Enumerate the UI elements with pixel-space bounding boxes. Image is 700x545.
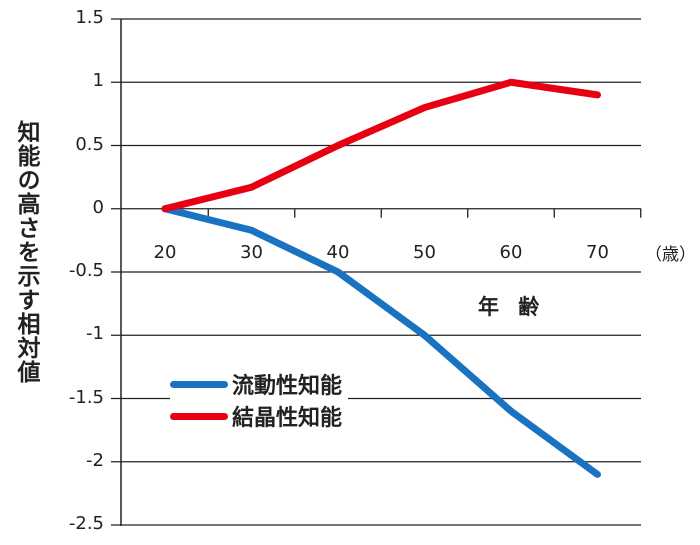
x-tick-label: 70: [586, 242, 609, 263]
series-line-fluid: [161, 205, 601, 478]
x-tick-label: 20: [153, 242, 177, 263]
legend-item-crystallized: 結晶性知能: [170, 400, 349, 432]
series-lines: [161, 78, 601, 478]
legend-item-fluid: 流動性知能: [170, 368, 349, 400]
x-tick-label: 30: [240, 242, 263, 263]
legend-label-crystallized: 結晶性知能: [232, 406, 343, 431]
y-tick-label: -1.5: [68, 386, 104, 408]
y-tick-label: -2: [86, 449, 104, 471]
y-tick-label: 0: [92, 196, 104, 218]
y-tick-label: 0.5: [75, 133, 104, 155]
legend-swatch-crystallized: [170, 412, 228, 420]
legend-swatch-fluid: [170, 380, 228, 388]
x-tick-label: 50: [413, 242, 436, 263]
x-tick-label: 60: [499, 242, 523, 263]
y-tick-label: -0.5: [68, 260, 104, 281]
y-tick-label: 1: [92, 70, 104, 92]
y-tick-label: -1: [86, 323, 104, 345]
legend-label-fluid: 流動性知能: [232, 374, 343, 399]
x-axis-label: 年 齢: [478, 295, 546, 319]
y-tick-label: 1.5: [75, 7, 104, 28]
x-axis-unit: （歳）: [645, 245, 696, 265]
y-tick-label: -2.5: [68, 513, 104, 534]
x-axis-ticks: [207, 208, 642, 218]
x-tick-label: 40: [326, 242, 350, 263]
y-axis-label: 知能の高さを示す相対値: [13, 120, 39, 384]
series-line-crystallized: [161, 78, 601, 213]
